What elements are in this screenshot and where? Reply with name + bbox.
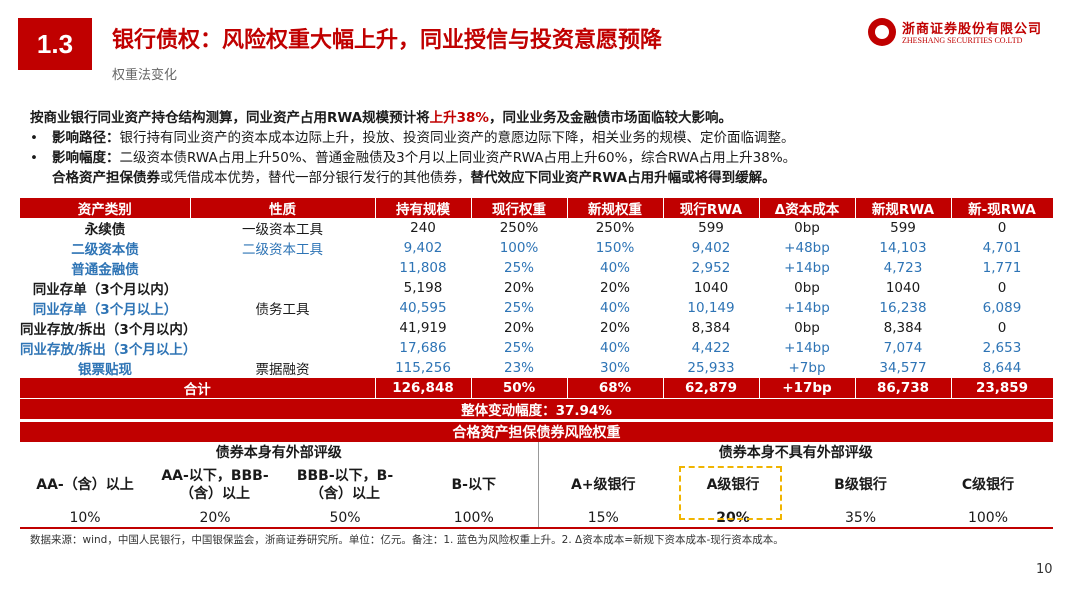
table-row: 同业存单（3个月以内） 5,198 20% 20% 1040 0bp 1040 0 <box>32 280 1007 298</box>
table-title-row: 合格资产担保债券风险权重 <box>20 422 1053 442</box>
logo-name-en: ZHESHANG SECURITIES CO.LTD <box>902 36 1023 45</box>
logo-name-cn: 浙商证券股份有限公司 <box>902 22 1043 37</box>
table-row: 银票贴现 票据融资 115,256 23% 30% 25,933 +7bp 34,577 8,6… <box>78 360 1022 378</box>
table-row: 同业存放/拆出（3个月以内） 41,919 20% 20% 8,384 0bp 8,384 0 <box>20 320 1007 338</box>
group-rated: 债券本身有外部评级 <box>20 442 539 462</box>
table-row: 二级资本债 二级资本工具 9,402 100% 150% 9,402 +48bp 14,103… <box>71 240 1022 258</box>
col-cur-rwa: 现行RWA <box>663 198 760 218</box>
col-scale: 持有规模 <box>375 198 472 218</box>
section-number: 1.3 <box>18 18 92 70</box>
intro-summary: 按商业银行同业资产持仓结构测算，同业资产占用RWA规模预计将上升38%，同业业务… <box>30 110 732 126</box>
highlight-box <box>679 466 782 520</box>
bullet-impact-size: • 影响幅度：二级资本债RWA占用上升50%、普通金融债及3个月以上同业资产RWA… <box>30 150 797 166</box>
data-source-note: 数据来源：wind，中国人民银行，中国银保监会，浙商证券研究所。单位：亿元。备注… <box>30 534 784 546</box>
table-row: 普通金融债 11,808 25% 40% 2,952 +14bp 4,723 1,771 <box>71 260 1022 278</box>
col-asset: 资产类别 <box>20 198 191 218</box>
overall-change-row: 整体变动幅度：37.94% <box>20 398 1053 419</box>
col-new-weight: 新规权重 <box>567 198 664 218</box>
table-row: 同业存单（3个月以上） 债务工具 40,595 25% 40% 10,149 +14bp 16… <box>32 300 1022 318</box>
rating-label-row: AA-（含）以上 AA-以下，BBB-（含）以上 BBB-以下，B-（含）以上 B-以… <box>20 462 1053 508</box>
group-unrated: 债券本身不具有外部评级 <box>718 445 873 461</box>
col-delta-cost: Δ资本成本 <box>759 198 856 218</box>
weight-value-row: 10% 20% 50% 100% 15% 20% 35% 100% <box>20 508 1053 529</box>
covered-bond-risk-weight-table: 合格资产担保债券风险权重 债券本身有外部评级 债券本身不具有外部评级 AA-（含… <box>20 422 1053 529</box>
table-header-row: 资产类别 性质 持有规模 现行权重 新规权重 现行RWA Δ资本成本 新规RWA… <box>20 198 1054 218</box>
table-row: 永续债 一级资本工具 240 250% 250% 599 0bp 599 0 <box>84 220 1007 238</box>
col-cur-weight: 现行权重 <box>471 198 568 218</box>
logo-icon <box>868 18 896 46</box>
page-title: 银行债权：风险权重大幅上升，同业授信与投资意愿预降 <box>112 28 663 53</box>
bullet-substitution: 合格资产担保债券或凭借成本优势，替代一部分银行发行的其他债券，替代效应下同业资产… <box>52 170 776 186</box>
table-row: 同业存放/拆出（3个月以上） 17,686 25% 40% 4,422 +14bp 7,07… <box>20 340 1022 358</box>
rwa-table: 资产类别 性质 持有规模 现行权重 新规权重 现行RWA Δ资本成本 新规RWA… <box>20 198 1054 419</box>
col-diff: 新-现RWA <box>951 198 1054 218</box>
page-subtitle: 权重法变化 <box>112 68 178 83</box>
page-number: 10 <box>1036 562 1053 577</box>
table-total-row: 合计 126,848 50% 68% 62,879 +17bp 86,738 23,859 <box>20 378 1054 399</box>
company-logo: 浙商证券股份有限公司 ZHESHANG SECURITIES CO.LTD <box>868 18 1058 50</box>
bullet-impact-path: • 影响路径：银行持有同业资产的资本成本边际上升，投放、投资同业资产的意愿边际下降… <box>30 130 795 146</box>
group-row: 债券本身有外部评级 债券本身不具有外部评级 <box>20 442 1053 462</box>
col-nature: 性质 <box>190 198 376 218</box>
col-new-rwa: 新规RWA <box>855 198 952 218</box>
intro-text: 按商业银行同业资产持仓结构测算，同业资产占用RWA规模预计将上升38%，同业业务… <box>30 108 1060 188</box>
